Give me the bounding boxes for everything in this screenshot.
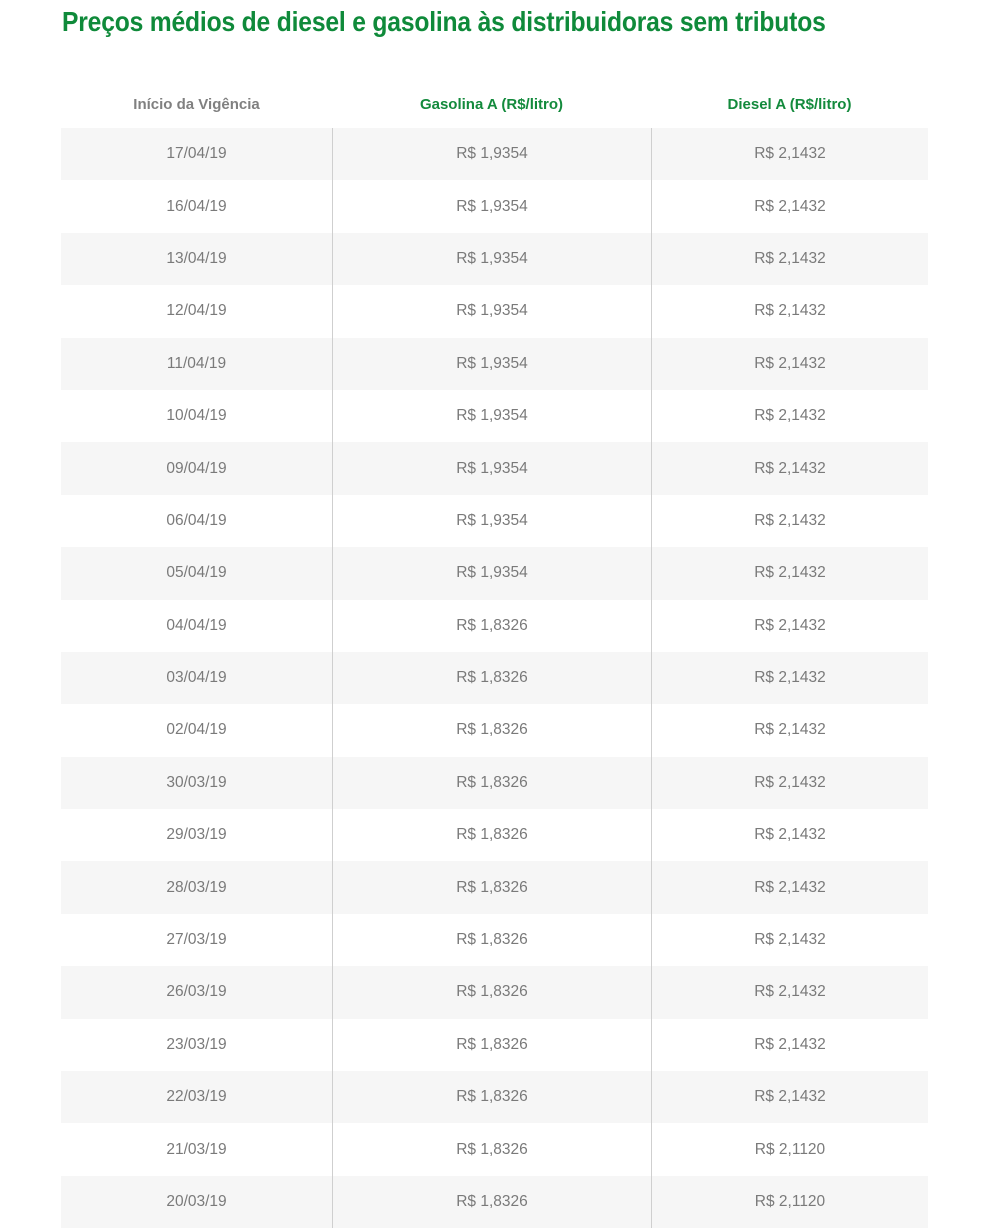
diesel-price-cell: R$ 2,1432 — [651, 651, 928, 705]
table-row: 10/04/19 R$ 1,9354 R$ 2,1432 — [61, 389, 928, 443]
diesel-price-cell: R$ 2,1432 — [651, 285, 928, 338]
diesel-price-cell: R$ 2,1432 — [651, 442, 928, 495]
gasoline-price-cell: R$ 1,8326 — [332, 756, 651, 810]
date-cell: 03/04/19 — [166, 669, 227, 687]
table-row: 29/03/19 R$ 1,8326 R$ 2,1432 — [61, 809, 928, 862]
table-row: 02/04/19 R$ 1,8326 R$ 2,1432 — [61, 704, 928, 757]
table-row: 27/03/19 R$ 1,8326 R$ 2,1432 — [61, 913, 928, 967]
gasoline-price-cell: R$ 1,8326 — [332, 1018, 651, 1072]
gasoline-price-cell: R$ 1,9354 — [332, 180, 651, 233]
date-cell: 27/03/19 — [166, 931, 227, 949]
gasoline-price-cell: R$ 1,9354 — [332, 389, 651, 443]
page-title: Preços médios de diesel e gasolina às di… — [62, 6, 826, 37]
table-row: 30/03/19 R$ 1,8326 R$ 2,1432 — [61, 756, 928, 810]
date-cell: 11/04/19 — [166, 354, 227, 372]
diesel-price-cell: R$ 2,1432 — [651, 599, 928, 652]
date-cell: 05/04/19 — [166, 564, 227, 582]
gasoline-price-cell: R$ 1,8326 — [332, 913, 651, 967]
diesel-price-cell: R$ 2,1432 — [651, 1071, 928, 1124]
gasoline-price-cell: R$ 1,9354 — [332, 232, 651, 286]
table-row: 16/04/19 R$ 1,9354 R$ 2,1432 — [61, 180, 928, 233]
column-header-gasoline: Gasolina A (R$/litro) — [419, 95, 564, 113]
gasoline-price-cell: R$ 1,9354 — [332, 547, 651, 600]
diesel-price-cell: R$ 2,1432 — [651, 232, 928, 286]
diesel-price-cell: R$ 2,1432 — [651, 913, 928, 967]
table-row: 28/03/19 R$ 1,8326 R$ 2,1432 — [61, 861, 928, 914]
diesel-price-cell: R$ 2,1432 — [651, 128, 928, 181]
table-row: 17/04/19 R$ 1,9354 R$ 2,1432 — [61, 128, 928, 181]
diesel-price-cell: R$ 2,1432 — [651, 180, 928, 233]
gasoline-price-cell: R$ 1,8326 — [332, 1123, 651, 1176]
diesel-price-cell: R$ 2,1432 — [651, 547, 928, 600]
gasoline-price-cell: R$ 1,9354 — [332, 337, 651, 390]
date-cell: 23/03/19 — [166, 1035, 227, 1053]
table-row: 03/04/19 R$ 1,8326 R$ 2,1432 — [61, 651, 928, 705]
date-cell: 30/03/19 — [166, 773, 227, 791]
diesel-price-cell: R$ 2,1432 — [651, 337, 928, 390]
diesel-price-cell: R$ 2,1120 — [651, 1123, 928, 1176]
table-row: 12/04/19 R$ 1,9354 R$ 2,1432 — [61, 285, 928, 338]
date-cell: 16/04/19 — [166, 197, 227, 215]
table-body: 17/04/19 R$ 1,9354 R$ 2,1432 16/04/19 R$ 1,9… — [61, 128, 928, 1228]
table-row: 20/03/19 R$ 1,8326 R$ 2,1120 — [61, 1175, 928, 1228]
gasoline-price-cell: R$ 1,8326 — [332, 966, 651, 1019]
gasoline-price-cell: R$ 1,8326 — [332, 1175, 651, 1228]
diesel-price-cell: R$ 2,1432 — [651, 966, 928, 1019]
table-row: 04/04/19 R$ 1,8326 R$ 2,1432 — [61, 599, 928, 652]
date-cell: 10/04/19 — [166, 407, 227, 425]
table-row: 11/04/19 R$ 1,9354 R$ 2,1432 — [61, 337, 928, 390]
gasoline-price-cell: R$ 1,8326 — [332, 651, 651, 705]
date-cell: 02/04/19 — [166, 721, 227, 739]
date-cell: 28/03/19 — [166, 878, 227, 896]
diesel-price-cell: R$ 2,1432 — [651, 1018, 928, 1072]
date-cell: 29/03/19 — [166, 826, 227, 844]
gasoline-price-cell: R$ 1,9354 — [332, 128, 651, 181]
gasoline-price-cell: R$ 1,8326 — [332, 809, 651, 862]
table-row: 09/04/19 R$ 1,9354 R$ 2,1432 — [61, 442, 928, 495]
table-row: 13/04/19 R$ 1,9354 R$ 2,1432 — [61, 232, 928, 286]
table-row: 05/04/19 R$ 1,9354 R$ 2,1432 — [61, 547, 928, 600]
table-row: 23/03/19 R$ 1,8326 R$ 2,1432 — [61, 1018, 928, 1072]
diesel-price-cell: R$ 2,1432 — [651, 704, 928, 757]
gasoline-price-cell: R$ 1,9354 — [332, 442, 651, 495]
date-cell: 17/04/19 — [166, 145, 227, 163]
gasoline-price-cell: R$ 1,8326 — [332, 704, 651, 757]
gasoline-price-cell: R$ 1,8326 — [332, 861, 651, 914]
date-cell: 06/04/19 — [166, 511, 227, 529]
date-cell: 26/03/19 — [166, 983, 227, 1001]
date-cell: 12/04/19 — [166, 302, 227, 320]
column-header-date: Início da Vigência — [133, 95, 260, 113]
date-cell: 04/04/19 — [166, 616, 227, 634]
table-header: Início da Vigência Gasolina A (R$/litro)… — [61, 80, 928, 128]
gasoline-price-cell: R$ 1,8326 — [332, 599, 651, 652]
table-row: 22/03/19 R$ 1,8326 R$ 2,1432 — [61, 1071, 928, 1124]
date-cell: 20/03/19 — [166, 1193, 227, 1210]
price-table: Início da Vigência Gasolina A (R$/litro)… — [61, 80, 928, 1228]
table-row: 26/03/19 R$ 1,8326 R$ 2,1432 — [61, 966, 928, 1019]
date-cell: 22/03/19 — [166, 1088, 227, 1106]
date-cell: 21/03/19 — [166, 1140, 227, 1158]
diesel-price-cell: R$ 2,1120 — [651, 1175, 928, 1228]
diesel-price-cell: R$ 2,1432 — [651, 861, 928, 914]
gasoline-price-cell: R$ 1,9354 — [332, 285, 651, 338]
table-row: 21/03/19 R$ 1,8326 R$ 2,1120 — [61, 1123, 928, 1176]
table-row: 06/04/19 R$ 1,9354 R$ 2,1432 — [61, 494, 928, 548]
diesel-price-cell: R$ 2,1432 — [651, 389, 928, 443]
date-cell: 13/04/19 — [166, 249, 227, 267]
gasoline-price-cell: R$ 1,9354 — [332, 494, 651, 548]
date-cell: 09/04/19 — [166, 459, 227, 477]
diesel-price-cell: R$ 2,1432 — [651, 756, 928, 810]
gasoline-price-cell: R$ 1,8326 — [332, 1071, 651, 1124]
diesel-price-cell: R$ 2,1432 — [651, 494, 928, 548]
diesel-price-cell: R$ 2,1432 — [651, 809, 928, 862]
column-header-diesel: Diesel A (R$/litro) — [727, 95, 852, 113]
